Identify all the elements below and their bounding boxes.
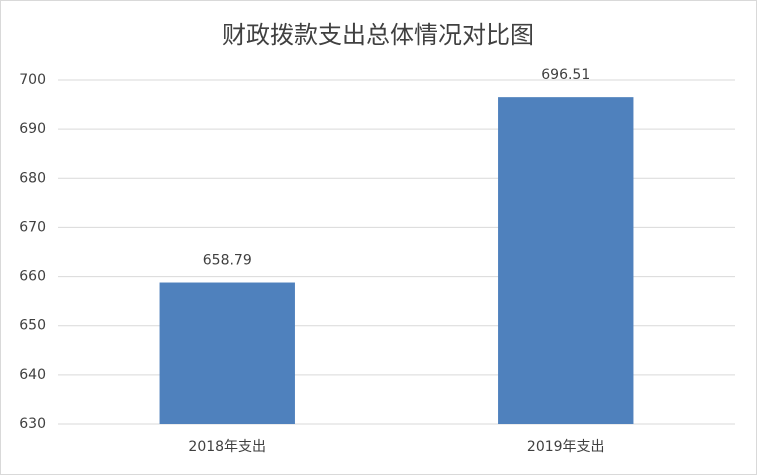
y-tick-label: 660 (19, 269, 46, 285)
chart-title: 财政拨款支出总体情况对比图 (222, 21, 534, 49)
y-tick-label: 690 (19, 121, 46, 137)
y-tick-label: 650 (19, 318, 46, 334)
x-tick-label: 2019年支出 (527, 439, 605, 455)
y-tick-label: 640 (19, 367, 46, 383)
x-tick-label: 2018年支出 (188, 439, 266, 455)
y-tick-label: 700 (19, 72, 46, 88)
bar (159, 282, 295, 424)
bar (498, 97, 634, 425)
y-tick-label: 680 (19, 170, 46, 186)
data-label: 658.79 (203, 253, 252, 269)
data-label: 696.51 (541, 67, 590, 83)
y-tick-label: 630 (19, 416, 46, 432)
y-tick-label: 670 (19, 219, 46, 235)
